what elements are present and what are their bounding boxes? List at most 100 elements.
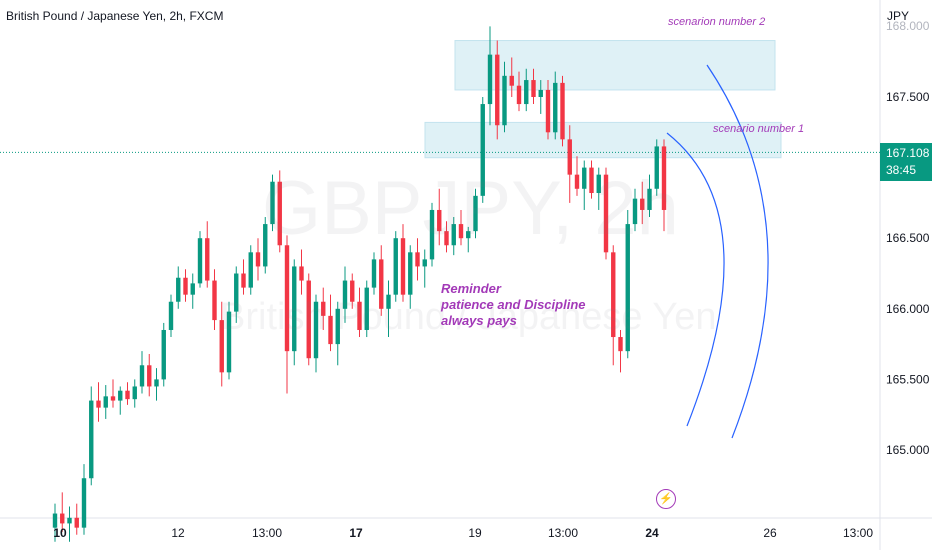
candle-body xyxy=(444,231,449,246)
candle xyxy=(67,506,72,542)
candle xyxy=(495,40,500,140)
candle xyxy=(487,26,493,126)
candle-body xyxy=(531,80,536,97)
candle xyxy=(661,139,667,232)
candle-body xyxy=(89,400,94,479)
candle xyxy=(190,273,195,309)
candle xyxy=(342,266,348,323)
candle xyxy=(364,280,369,338)
candle-body xyxy=(350,280,355,302)
candle xyxy=(248,245,253,295)
candle-body xyxy=(125,390,130,400)
candle xyxy=(212,269,217,330)
candle-body xyxy=(654,146,659,189)
y-tick-label: 165.000 xyxy=(886,443,930,457)
candle-body xyxy=(234,273,239,312)
candle-body xyxy=(429,209,435,260)
candle xyxy=(270,174,275,232)
reminder-line-3: always pays xyxy=(441,313,517,328)
candle-body xyxy=(328,315,333,345)
lightning-icon[interactable]: ⚡ xyxy=(656,489,676,509)
candle xyxy=(574,156,580,196)
candle-body xyxy=(103,396,108,408)
annotation-scenario-1[interactable]: scenario number 1 xyxy=(713,123,805,135)
candle-body xyxy=(596,174,601,194)
candle-body xyxy=(560,82,565,140)
y-tick-label: 166.000 xyxy=(886,302,930,316)
candle xyxy=(560,75,565,147)
candle xyxy=(582,160,587,210)
candle-body xyxy=(67,517,72,524)
y-tick-label: 165.500 xyxy=(886,372,930,386)
candle-body xyxy=(292,266,297,352)
x-tick-label: 13:00 xyxy=(843,526,873,540)
candle-body xyxy=(205,238,210,281)
candle-body xyxy=(473,195,478,232)
candle xyxy=(502,61,507,133)
candle xyxy=(52,503,58,542)
candle xyxy=(74,503,79,535)
candle xyxy=(263,217,268,274)
candle-body xyxy=(466,231,471,239)
candle-body xyxy=(509,75,514,86)
candle-body xyxy=(255,252,261,267)
candle-body xyxy=(618,337,623,352)
candle-body xyxy=(574,174,580,189)
candle xyxy=(147,353,152,397)
candle-body xyxy=(147,365,152,387)
y-tick-label: 168.000 xyxy=(886,19,930,33)
candle xyxy=(328,294,333,352)
annotation-reminder[interactable]: Reminder patience and Discipline always … xyxy=(441,281,586,329)
candle xyxy=(89,386,94,486)
candle-body xyxy=(60,513,65,524)
candle xyxy=(197,231,203,288)
candle xyxy=(139,351,145,394)
candle xyxy=(350,273,355,309)
candle-body xyxy=(299,266,304,281)
candle-body xyxy=(313,301,319,359)
candle xyxy=(161,322,166,387)
candle xyxy=(473,188,478,239)
candle xyxy=(451,217,456,256)
candle xyxy=(611,245,616,366)
annotation-scenario-2[interactable]: scenarion number 2 xyxy=(668,16,766,28)
candle xyxy=(110,379,116,408)
candle-body xyxy=(437,209,442,232)
candle-body xyxy=(263,224,268,267)
candle xyxy=(618,329,623,373)
candle-body xyxy=(110,396,116,401)
candle xyxy=(596,167,601,210)
x-tick-label: 26 xyxy=(763,526,777,540)
candle xyxy=(400,224,406,302)
candle xyxy=(589,160,594,199)
candle-body xyxy=(277,181,282,246)
candle-body xyxy=(625,224,630,352)
current-price-tag: 167.108 38:45 xyxy=(880,143,932,181)
x-tick-label: 17 xyxy=(349,526,363,540)
candle-body xyxy=(379,259,384,309)
y-tick-label: 166.500 xyxy=(886,231,930,245)
candle-body xyxy=(306,280,311,359)
candle-body xyxy=(212,280,217,321)
candle xyxy=(81,464,87,535)
candle-body xyxy=(284,245,290,352)
candle xyxy=(480,97,485,203)
candle xyxy=(437,188,442,246)
candle xyxy=(654,139,659,196)
candle xyxy=(335,301,340,366)
candle-body xyxy=(139,365,145,387)
candle-body xyxy=(603,174,609,253)
chart-title[interactable]: British Pound / Japanese Yen, 2h, FXCM xyxy=(6,9,224,23)
candle xyxy=(306,273,311,366)
candle xyxy=(277,170,282,253)
candle xyxy=(205,221,210,288)
x-tick-label: 10 xyxy=(53,526,67,540)
candle xyxy=(219,301,224,387)
candle xyxy=(118,386,123,415)
candle xyxy=(292,259,297,366)
candle xyxy=(132,379,137,408)
candle-body xyxy=(371,259,377,288)
candle xyxy=(458,209,464,246)
